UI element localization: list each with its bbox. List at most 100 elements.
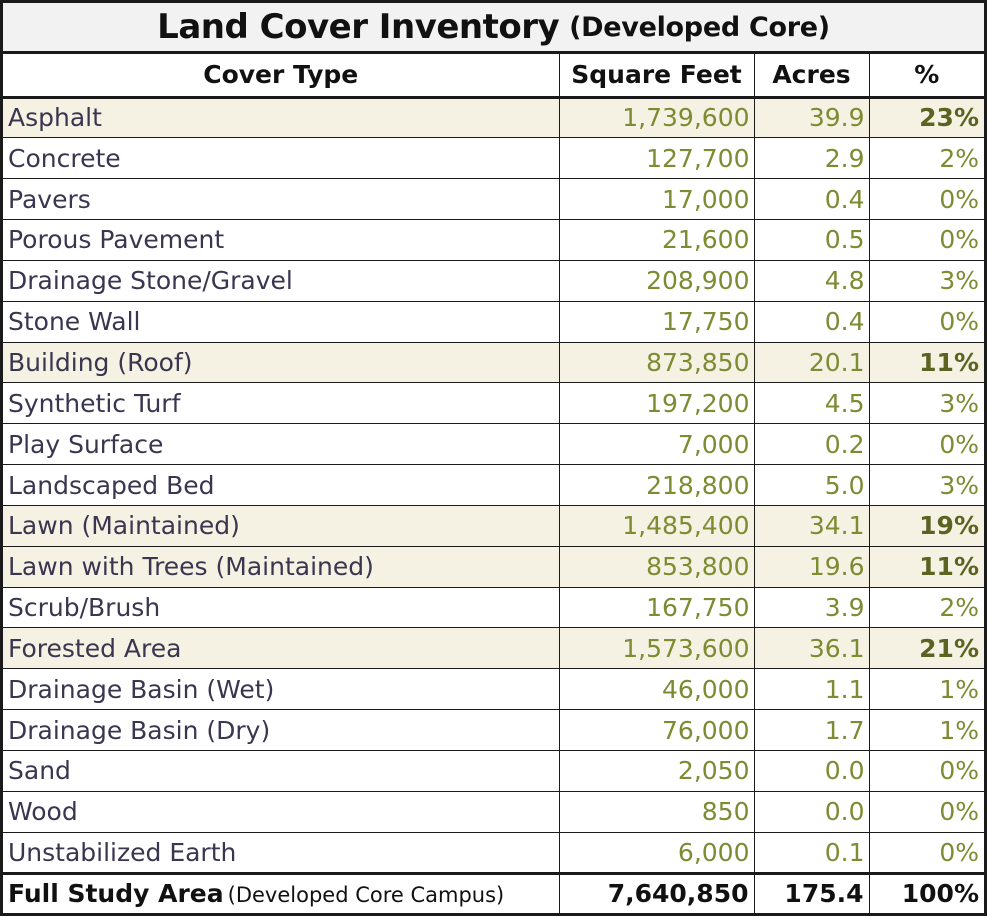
table-row: Lawn with Trees (Maintained) 853,800 19.6 1… xyxy=(3,546,984,588)
cover-type-cell: Pavers xyxy=(3,178,559,221)
table-row: Unstabilized Earth 6,000 0.1 0% xyxy=(3,832,984,875)
square-feet-cell: 218,800 xyxy=(558,464,754,506)
square-feet-cell: 46,000 xyxy=(558,668,754,711)
percent-cell: 11% xyxy=(868,546,984,588)
percent-cell: 0% xyxy=(868,423,984,466)
percent-cell: 19% xyxy=(868,505,984,547)
square-feet-cell: 1,485,400 xyxy=(558,505,754,547)
percent-cell: 23% xyxy=(868,97,984,139)
cover-type-cell: Porous Pavement xyxy=(3,219,559,261)
percent-cell: 21% xyxy=(868,627,984,670)
percent-cell: 0% xyxy=(868,791,984,833)
header-percent: % xyxy=(868,54,984,99)
acres-cell: 5.0 xyxy=(753,464,869,506)
total-square-feet: 7,640,850 xyxy=(558,873,754,914)
table-row: Drainage Basin (Wet) 46,000 1.1 1% xyxy=(3,668,984,711)
percent-cell: 3% xyxy=(868,382,984,425)
table-row: Pavers 17,000 0.4 0% xyxy=(3,178,984,221)
acres-cell: 36.1 xyxy=(753,627,869,670)
acres-cell: 4.5 xyxy=(753,382,869,425)
acres-cell: 1.1 xyxy=(753,668,869,711)
square-feet-cell: 1,739,600 xyxy=(558,97,754,139)
table-row: Synthetic Turf 197,200 4.5 3% xyxy=(3,382,984,425)
header-acres: Acres xyxy=(753,54,869,99)
square-feet-cell: 208,900 xyxy=(558,260,754,302)
total-sublabel: (Developed Core Campus) xyxy=(227,883,505,908)
total-label-cell: Full Study Area (Developed Core Campus) xyxy=(3,873,559,914)
percent-cell: 0% xyxy=(868,750,984,792)
header-row: Cover Type Square Feet Acres % xyxy=(3,54,984,99)
cover-type-cell: Building (Roof) xyxy=(3,342,559,384)
cover-type-cell: Scrub/Brush xyxy=(3,587,559,629)
cover-type-cell: Concrete xyxy=(3,137,559,180)
cover-type-cell: Sand xyxy=(3,750,559,792)
percent-cell: 0% xyxy=(868,178,984,221)
table-row: Sand 2,050 0.0 0% xyxy=(3,750,984,792)
square-feet-cell: 17,750 xyxy=(558,301,754,343)
square-feet-cell: 850 xyxy=(558,791,754,833)
table-title-sub: (Developed Core) xyxy=(569,11,830,43)
square-feet-cell: 76,000 xyxy=(558,709,754,751)
table-row: Drainage Stone/Gravel 208,900 4.8 3% xyxy=(3,260,984,302)
acres-cell: 39.9 xyxy=(753,97,869,139)
table-row: Forested Area 1,573,600 36.1 21% xyxy=(3,627,984,670)
percent-cell: 2% xyxy=(868,587,984,629)
acres-cell: 0.4 xyxy=(753,301,869,343)
square-feet-cell: 21,600 xyxy=(558,219,754,261)
table-row: Drainage Basin (Dry) 76,000 1.7 1% xyxy=(3,709,984,751)
cover-type-cell: Asphalt xyxy=(3,97,559,139)
table-body: Asphalt 1,739,600 39.9 23% Concrete 127,700 2.… xyxy=(3,97,984,875)
cover-type-cell: Stone Wall xyxy=(3,301,559,343)
percent-cell: 3% xyxy=(868,260,984,302)
acres-cell: 2.9 xyxy=(753,137,869,180)
table-row: Stone Wall 17,750 0.4 0% xyxy=(3,301,984,343)
acres-cell: 3.9 xyxy=(753,587,869,629)
header-square-feet: Square Feet xyxy=(558,54,754,99)
percent-cell: 3% xyxy=(868,464,984,506)
table-row: Lawn (Maintained) 1,485,400 34.1 19% xyxy=(3,505,984,547)
square-feet-cell: 197,200 xyxy=(558,382,754,425)
table-row: Scrub/Brush 167,750 3.9 2% xyxy=(3,587,984,629)
header-cover-type: Cover Type xyxy=(3,54,559,99)
table-row: Building (Roof) 873,850 20.1 11% xyxy=(3,342,984,384)
percent-cell: 0% xyxy=(868,219,984,261)
table-row: Play Surface 7,000 0.2 0% xyxy=(3,423,984,466)
percent-cell: 0% xyxy=(868,301,984,343)
square-feet-cell: 1,573,600 xyxy=(558,627,754,670)
cover-type-cell: Lawn (Maintained) xyxy=(3,505,559,547)
acres-cell: 4.8 xyxy=(753,260,869,302)
total-acres: 175.4 xyxy=(753,873,869,914)
acres-cell: 34.1 xyxy=(753,505,869,547)
acres-cell: 0.4 xyxy=(753,178,869,221)
cover-type-cell: Wood xyxy=(3,791,559,833)
square-feet-cell: 167,750 xyxy=(558,587,754,629)
percent-cell: 1% xyxy=(868,668,984,711)
cover-type-cell: Play Surface xyxy=(3,423,559,466)
acres-cell: 0.0 xyxy=(753,750,869,792)
table-title-main: Land Cover Inventory xyxy=(157,7,560,47)
percent-cell: 11% xyxy=(868,342,984,384)
table-row: Concrete 127,700 2.9 2% xyxy=(3,137,984,180)
percent-cell: 0% xyxy=(868,832,984,875)
square-feet-cell: 2,050 xyxy=(558,750,754,792)
total-row: Full Study Area (Developed Core Campus) 7… xyxy=(3,873,984,914)
square-feet-cell: 6,000 xyxy=(558,832,754,875)
total-label: Full Study Area xyxy=(8,879,224,909)
acres-cell: 19.6 xyxy=(753,546,869,588)
acres-cell: 0.1 xyxy=(753,832,869,875)
acres-cell: 20.1 xyxy=(753,342,869,384)
cover-type-cell: Lawn with Trees (Maintained) xyxy=(3,546,559,588)
square-feet-cell: 873,850 xyxy=(558,342,754,384)
acres-cell: 1.7 xyxy=(753,709,869,751)
cover-type-cell: Drainage Stone/Gravel xyxy=(3,260,559,302)
land-cover-table: Cover Type Square Feet Acres % Asphalt 1,… xyxy=(3,54,984,914)
acres-cell: 0.2 xyxy=(753,423,869,466)
acres-cell: 0.0 xyxy=(753,791,869,833)
acres-cell: 0.5 xyxy=(753,219,869,261)
cover-type-cell: Landscaped Bed xyxy=(3,464,559,506)
table-row: Porous Pavement 21,600 0.5 0% xyxy=(3,219,984,261)
square-feet-cell: 17,000 xyxy=(558,178,754,221)
cover-type-cell: Synthetic Turf xyxy=(3,382,559,425)
percent-cell: 2% xyxy=(868,137,984,180)
